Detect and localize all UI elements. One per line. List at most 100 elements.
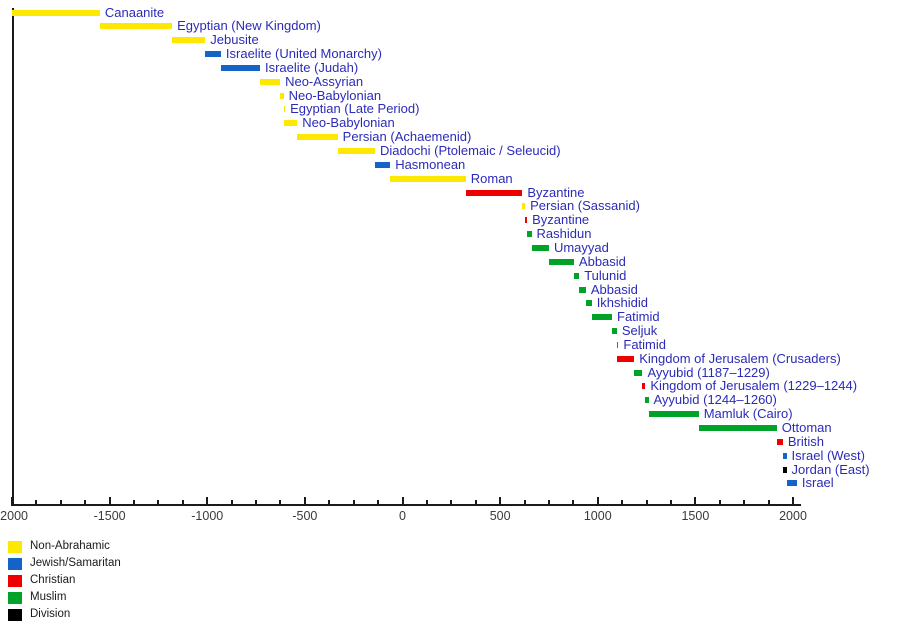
timeline-bar xyxy=(284,120,298,127)
timeline-bar-label: Jebusite xyxy=(210,32,259,48)
x-axis-tick-minor xyxy=(474,500,477,504)
timeline-bar xyxy=(645,397,649,404)
x-axis-tick-major xyxy=(11,497,13,504)
x-axis-tick-minor xyxy=(157,500,160,504)
x-axis-tick-label: 2000 xyxy=(779,509,807,523)
timeline-bar-label: Abbasid xyxy=(590,281,638,297)
x-axis-tick-minor xyxy=(572,500,575,504)
timeline-bar xyxy=(634,369,643,376)
x-axis-tick-label: -500 xyxy=(292,509,318,523)
x-axis-tick-major xyxy=(206,497,209,504)
x-axis-tick-minor xyxy=(255,500,258,504)
timeline-bar xyxy=(616,341,619,348)
timeline-bar-label: Fatimid xyxy=(623,336,666,352)
timeline-bar xyxy=(642,383,646,390)
timeline-bar-label: Neo-Babylonian xyxy=(288,87,382,103)
legend-swatch-jewish_samaritan xyxy=(8,557,22,570)
x-axis-tick-label: 0 xyxy=(399,509,406,523)
x-axis-tick-minor xyxy=(230,500,233,504)
legend-swatch-non_abrahamic xyxy=(8,541,22,553)
x-axis-tick-minor xyxy=(84,500,87,504)
x-axis-tick-minor xyxy=(279,500,282,504)
legend-swatch-christian xyxy=(8,574,22,587)
timeline-bar-label: Hasmonean xyxy=(395,156,466,172)
timeline-bar xyxy=(648,411,699,418)
timeline-bar-label: Fatimid xyxy=(617,309,660,325)
timeline-bar-label: Ottoman xyxy=(781,420,832,435)
timeline-bar-label: Persian (Sassanid) xyxy=(530,198,640,214)
legend-label-muslim: Muslim xyxy=(30,590,67,603)
timeline-bar xyxy=(374,161,391,168)
x-axis-tick-minor xyxy=(328,500,331,504)
timeline-bar-label: Egyptian (Late Period) xyxy=(290,101,420,117)
x-axis-tick-major xyxy=(792,497,794,504)
legend-label-jewish_samaritan: Jewish/Samaritan xyxy=(30,556,121,569)
timeline-bar xyxy=(579,286,586,293)
timeline-bar xyxy=(283,106,286,113)
timeline-bar-label: Kingdom of Jerusalem (1229–1244) xyxy=(650,378,858,394)
x-axis-tick-label: 500 xyxy=(489,509,511,523)
legend-label-division: Division xyxy=(30,607,71,620)
timeline-bar xyxy=(548,258,574,265)
x-axis-tick-minor xyxy=(523,500,526,504)
x-axis-tick-minor xyxy=(669,500,672,504)
timeline-bar-label: Jordan (East) xyxy=(791,461,870,477)
timeline-bar-label: Egyptian (New Kingdom) xyxy=(177,18,321,34)
timeline-bar-label: Israel (West) xyxy=(791,447,865,463)
x-axis-tick-minor xyxy=(59,500,62,504)
timeline-bar xyxy=(782,466,787,473)
x-axis-tick-major xyxy=(596,497,599,504)
timeline-bar-label: British xyxy=(787,433,824,449)
x-axis-line xyxy=(11,504,801,506)
timeline-bar xyxy=(782,452,787,459)
x-axis-tick-minor xyxy=(181,500,184,504)
legend-label-christian: Christian xyxy=(30,573,76,586)
timeline-bar-label: Neo-Assyrian xyxy=(285,73,364,89)
timeline-bar xyxy=(585,300,592,307)
timeline-bar xyxy=(531,244,549,251)
legend-label-non_abrahamic: Non-Abrahamic xyxy=(30,540,110,552)
x-axis-tick-major xyxy=(303,497,306,504)
x-axis-tick-label: -1000 xyxy=(191,509,224,523)
timeline-bar-label: Israelite (United Monarchy) xyxy=(225,46,382,62)
timeline-bar xyxy=(786,480,797,487)
timeline-bar-label: Tulunid xyxy=(584,267,627,283)
x-axis-tick-major xyxy=(108,497,111,504)
timeline-bar-label: Rashidun xyxy=(536,226,592,242)
x-axis-tick-minor xyxy=(547,500,550,504)
timeline-bar xyxy=(527,231,532,238)
timeline-bar xyxy=(337,148,375,154)
timeline-bar-label: Roman xyxy=(470,170,513,186)
x-axis-tick-minor xyxy=(767,500,770,504)
x-axis-tick-minor xyxy=(718,500,721,504)
timeline-bar-label: Byzantine xyxy=(527,184,585,200)
x-axis-tick-label: 1000 xyxy=(583,509,612,523)
timeline-bar-label: Ayyubid (1187–1229) xyxy=(647,364,770,380)
x-axis-tick-major xyxy=(694,497,697,504)
timeline-bar xyxy=(617,355,635,362)
timeline-bar xyxy=(522,203,526,210)
timeline-bar-label: Israelite (Judah) xyxy=(264,59,359,75)
timeline-bar xyxy=(573,272,580,279)
timeline-bar-label: Israel xyxy=(801,475,834,491)
x-axis-tick-major xyxy=(499,497,502,504)
timeline-bar-label: Byzantine xyxy=(532,212,590,228)
y-axis-line xyxy=(12,8,14,506)
x-axis-tick-minor xyxy=(621,500,624,504)
timeline-bar xyxy=(297,134,338,141)
x-axis-tick-label: 1500 xyxy=(681,509,710,523)
x-axis-tick-minor xyxy=(377,500,380,504)
timeline-bar xyxy=(698,425,777,431)
x-axis-tick-minor xyxy=(645,500,648,504)
timeline-bar-label: Kingdom of Jerusalem (Crusaders) xyxy=(639,350,841,366)
timeline-bar-label: Umayyad xyxy=(553,239,609,255)
timeline-bar xyxy=(259,78,281,85)
timeline-bar xyxy=(172,37,206,44)
legend-swatch-muslim xyxy=(8,591,22,604)
x-axis-tick-minor xyxy=(133,500,136,504)
x-axis-tick-minor xyxy=(35,500,38,504)
timeline-bar-label: Ikhshidid xyxy=(596,295,648,311)
legend-swatch-division xyxy=(8,608,22,621)
x-axis-tick-label: -1500 xyxy=(93,509,126,523)
